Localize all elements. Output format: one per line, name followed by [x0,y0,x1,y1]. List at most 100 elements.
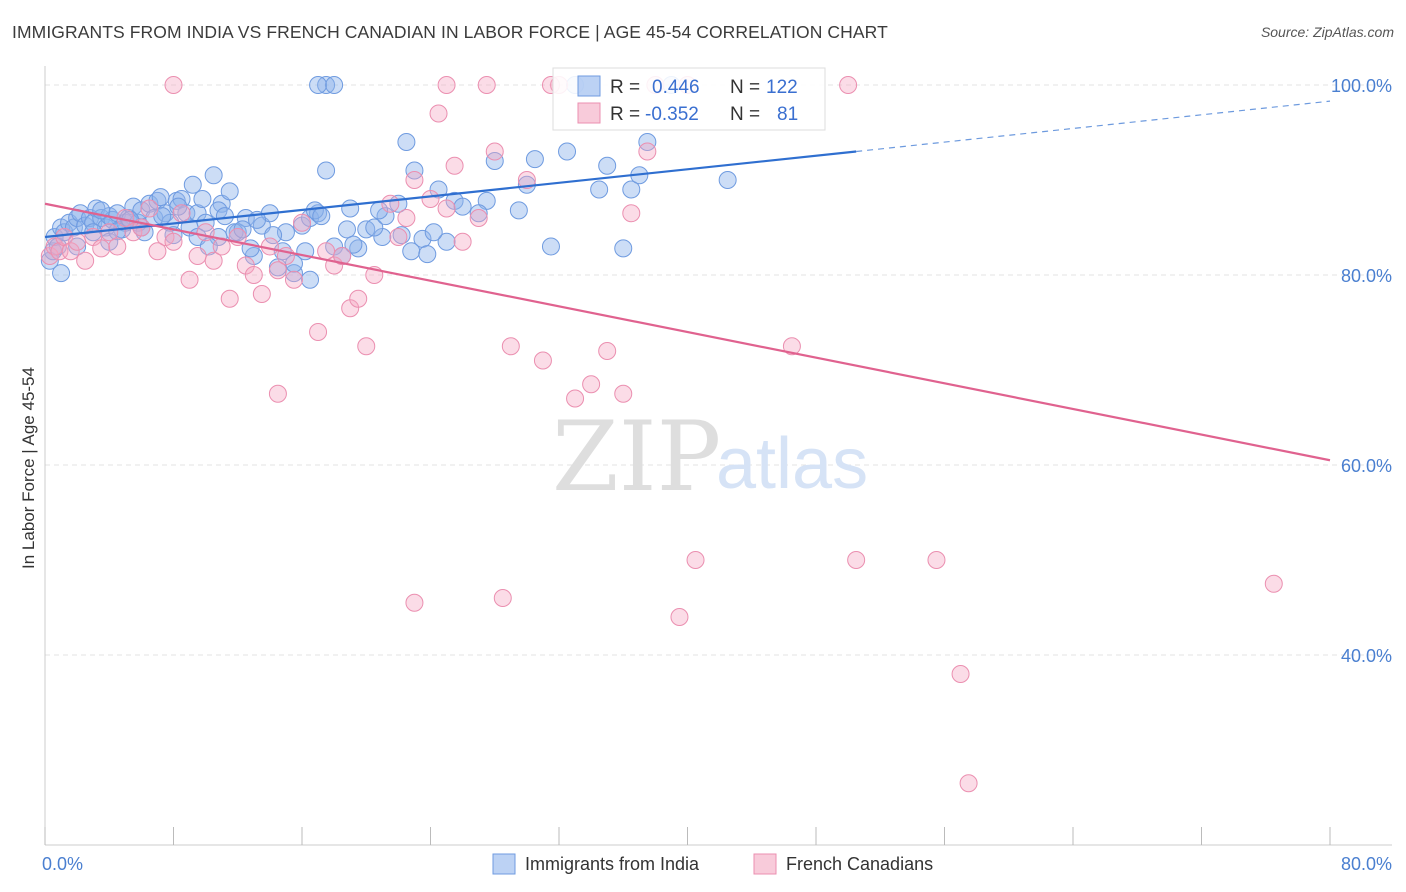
point-french [252,285,271,303]
point-india [264,226,283,245]
point-india [341,199,360,218]
point-french [429,104,448,123]
point-india [196,213,215,232]
point-french [670,608,689,626]
point-french [453,232,472,251]
point-french [469,209,488,227]
grid [45,84,1392,656]
point-french [100,223,119,242]
point-french [204,251,223,270]
point-french [638,142,657,161]
point-french [268,261,287,280]
point-india [453,197,472,216]
point-french [566,389,585,408]
point-india [614,239,633,258]
point-india [365,218,384,237]
stats-r-value-india: 0.446 [652,77,700,98]
stats-swatch-french [577,102,601,124]
stats-box: R = 0.446 N = 122 R = -0.352 N = 81 [552,67,826,131]
point-india [437,232,456,251]
point-india [558,142,577,161]
point-india [204,166,223,185]
point-french [164,76,183,94]
point-india [40,251,59,270]
point-india [598,156,617,175]
stats-n-label-india: N = [730,77,760,98]
watermark-zip: ZIP [552,401,721,513]
y-tick-label: 80.0% [1341,266,1392,286]
point-french [622,204,641,223]
point-french [196,223,215,242]
point-french [959,774,978,793]
point-india [392,226,411,245]
point-india [405,161,424,180]
point-french [333,247,352,265]
legend-label-french: French Canadians [786,854,933,874]
trend-lines [44,100,1331,462]
source-label: Source: ZipAtlas.com [1260,24,1394,40]
point-french [501,337,520,356]
points-layer [40,76,1283,793]
chart-title: IMMIGRANTS FROM INDIA VS FRENCH CANADIAN… [12,22,888,42]
point-india [344,235,363,254]
axes [44,66,1392,846]
point-french [517,171,536,189]
stats-r-value-french: -0.352 [645,104,699,125]
point-india [183,175,202,194]
point-french [108,237,127,256]
point-india [309,76,328,94]
point-french [76,251,95,270]
point-french [437,199,456,218]
stats-n-label-french: N = [730,104,760,125]
point-french [582,375,601,394]
legend-swatch-india [492,853,516,875]
point-french [405,593,424,612]
point-french [437,76,456,94]
point-india [485,152,504,170]
point-french [68,232,87,251]
point-french [349,289,368,308]
point-french [172,204,191,223]
point-french [421,190,440,208]
point-india [68,237,87,256]
point-french [188,247,207,265]
legend: Immigrants from India French Canadians [492,853,933,875]
point-french [220,289,239,308]
point-french [293,213,311,232]
stats-n-value-india: 122 [766,77,798,98]
point-india [325,76,344,94]
x-tick-label: 80.0% [1341,854,1392,874]
point-french [927,551,946,569]
point-india [317,161,336,180]
stats-swatch-india [577,75,601,97]
point-french [284,270,303,289]
point-french [839,76,858,94]
point-india [418,245,437,264]
point-french [61,242,80,261]
point-french [477,76,496,94]
stats-r-label-french: R = [610,104,640,125]
trend-line-india-extension [856,100,1331,153]
legend-label-india: Immigrants from India [525,854,700,874]
point-french [164,232,183,251]
y-axis-title: In Labor Force | Age 45-54 [19,367,38,569]
point-french [309,323,328,341]
point-india [424,223,443,242]
point-french [686,551,705,569]
point-french [397,209,416,227]
point-french [268,384,287,403]
stats-n-value-french: 81 [777,104,798,125]
point-french [389,228,408,246]
stats-r-label-india: R = [610,77,640,98]
point-french [381,194,400,213]
trend-line-french [44,202,1331,462]
point-french [847,551,866,569]
watermark-atlas: atlas [716,424,868,504]
point-french [782,337,801,356]
point-india [52,264,71,283]
point-india [220,182,239,201]
point-french [180,270,199,289]
tick-labels: 40.0% 60.0% 80.0% 100.0% 0.0% 80.0% [42,76,1392,874]
point-india [312,207,331,226]
